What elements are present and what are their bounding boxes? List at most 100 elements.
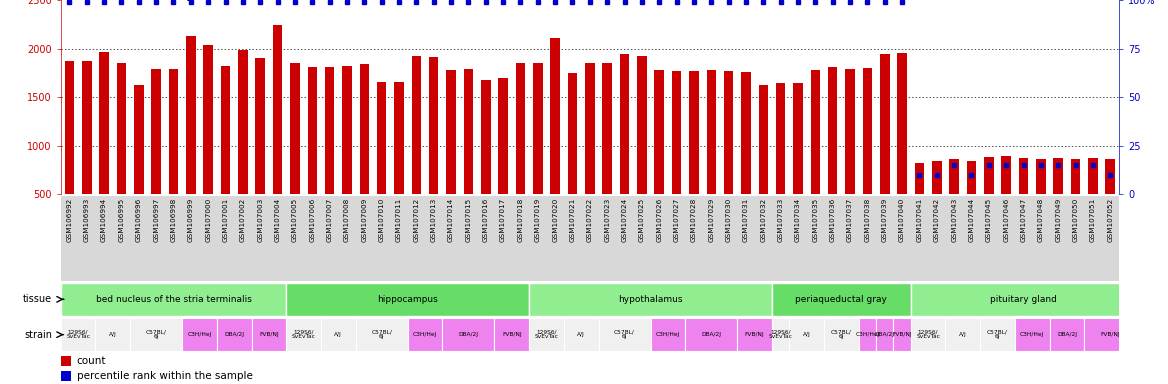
Bar	[689, 71, 698, 194]
Text: A/J: A/J	[334, 332, 342, 337]
Bar	[793, 83, 802, 194]
Bar	[825, 318, 858, 351]
Bar	[134, 86, 144, 194]
Text: hypothalamus: hypothalamus	[618, 295, 683, 304]
Text: GSM107052: GSM107052	[1107, 198, 1113, 242]
Text: GSM107018: GSM107018	[517, 198, 523, 242]
Bar	[152, 69, 161, 194]
Bar	[307, 67, 317, 194]
Bar	[117, 63, 126, 194]
Bar	[342, 66, 352, 194]
Bar	[408, 318, 443, 351]
Text: GSM107001: GSM107001	[223, 198, 229, 242]
Text: GSM107043: GSM107043	[951, 198, 957, 242]
Bar	[443, 318, 494, 351]
Bar	[758, 86, 769, 194]
Bar	[286, 318, 321, 351]
Text: GSM107045: GSM107045	[986, 198, 992, 242]
Text: GSM107000: GSM107000	[206, 198, 211, 242]
Bar	[64, 61, 75, 194]
Bar	[360, 64, 369, 194]
Bar	[672, 71, 681, 194]
Text: C57BL/
6J: C57BL/ 6J	[987, 330, 1008, 339]
Text: GSM107026: GSM107026	[656, 198, 662, 242]
Bar	[529, 318, 564, 351]
Text: DBA/2J: DBA/2J	[701, 332, 722, 337]
Bar	[1050, 318, 1084, 351]
Bar	[130, 318, 182, 351]
Bar	[499, 78, 508, 194]
Bar	[168, 69, 179, 194]
Bar	[686, 318, 737, 351]
Bar	[1054, 158, 1063, 194]
Bar	[99, 53, 109, 194]
Text: GSM107007: GSM107007	[327, 198, 333, 242]
Text: GSM107024: GSM107024	[621, 198, 627, 242]
Bar	[446, 70, 456, 194]
Bar	[828, 67, 837, 194]
Bar	[533, 63, 543, 194]
Bar	[772, 318, 790, 351]
Text: 129S6/
SvEvTac: 129S6/ SvEvTac	[292, 330, 315, 339]
Bar	[429, 57, 438, 194]
Bar	[568, 73, 577, 194]
Text: GSM106992: GSM106992	[67, 198, 72, 242]
Text: GSM107022: GSM107022	[586, 198, 593, 242]
Text: GSM107004: GSM107004	[274, 198, 280, 242]
Bar	[654, 70, 663, 194]
Text: GSM107035: GSM107035	[813, 198, 819, 242]
Text: GSM107033: GSM107033	[778, 198, 784, 242]
Text: 129S6/
SvEvTac: 129S6/ SvEvTac	[67, 330, 90, 339]
Bar	[598, 318, 651, 351]
Text: GSM107044: GSM107044	[968, 198, 974, 242]
Text: A/J: A/J	[802, 332, 811, 337]
Bar	[863, 68, 872, 194]
Bar	[221, 66, 230, 194]
Bar	[61, 283, 286, 316]
Text: GSM107021: GSM107021	[570, 198, 576, 242]
Bar	[61, 318, 96, 351]
Bar	[550, 38, 559, 194]
Text: periaqueductal gray: periaqueductal gray	[795, 295, 888, 304]
Text: DBA/2J: DBA/2J	[875, 332, 895, 337]
Text: GSM107028: GSM107028	[691, 198, 697, 242]
Text: GSM106995: GSM106995	[118, 198, 125, 242]
Bar	[494, 318, 529, 351]
Text: C57BL/
6J: C57BL/ 6J	[614, 330, 635, 339]
Text: DBA/2J: DBA/2J	[224, 332, 244, 337]
Bar	[182, 318, 217, 351]
Bar	[932, 161, 941, 194]
Bar	[203, 45, 213, 194]
Text: GSM106999: GSM106999	[188, 198, 194, 242]
Bar	[1105, 159, 1115, 194]
Text: GSM107014: GSM107014	[449, 198, 454, 242]
Bar	[707, 70, 716, 194]
Bar	[811, 70, 820, 194]
Bar	[411, 56, 422, 194]
Text: C3H/HeJ: C3H/HeJ	[187, 332, 211, 337]
Text: GSM107030: GSM107030	[725, 198, 731, 242]
Bar	[603, 63, 612, 194]
Bar	[967, 161, 976, 194]
Text: GSM107011: GSM107011	[396, 198, 402, 242]
Text: A/J: A/J	[959, 332, 967, 337]
Bar	[911, 318, 945, 351]
Bar	[286, 283, 529, 316]
Text: GSM107036: GSM107036	[829, 198, 836, 242]
Bar	[897, 53, 906, 194]
Bar	[1036, 159, 1045, 194]
Bar	[325, 67, 334, 194]
Text: tissue: tissue	[23, 294, 53, 305]
Bar	[1001, 156, 1011, 194]
Bar	[481, 79, 491, 194]
Bar	[585, 63, 595, 194]
Text: C57BL/
6J: C57BL/ 6J	[146, 330, 167, 339]
Bar	[1018, 158, 1028, 194]
Bar	[355, 318, 408, 351]
Bar	[637, 56, 647, 194]
Text: GSM107010: GSM107010	[378, 198, 384, 242]
Bar	[772, 283, 911, 316]
Text: DBA/2J: DBA/2J	[1057, 332, 1077, 337]
Bar	[256, 58, 265, 194]
Text: GSM107019: GSM107019	[535, 198, 541, 242]
